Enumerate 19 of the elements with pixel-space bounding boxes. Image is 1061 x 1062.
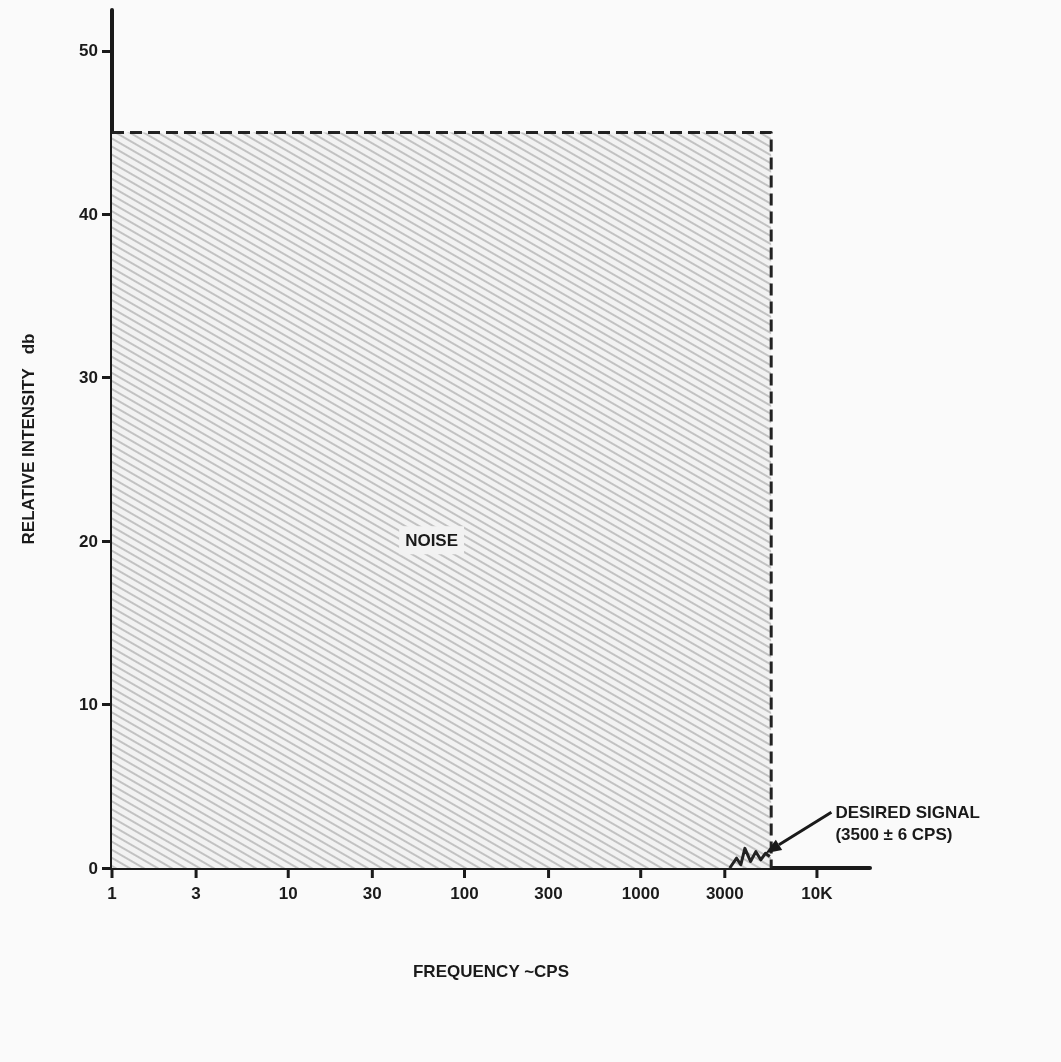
x-tick-label: 10K <box>801 883 834 903</box>
annotation: NOISE <box>405 530 459 550</box>
x-tick-label: 3000 <box>705 883 744 903</box>
y-tick-label: 50 <box>79 41 98 61</box>
x-tick-label: 30 <box>362 883 382 903</box>
y-tick-label: 30 <box>79 368 98 388</box>
y-tick-label: 0 <box>88 858 98 878</box>
x-tick-label: 300 <box>534 883 563 903</box>
annotation: DESIRED SIGNAL (3500 ± 6 CPS) <box>835 802 980 844</box>
x-tick-label: 3 <box>191 883 201 903</box>
y-tick-label: 10 <box>79 695 98 715</box>
x-axis-title: FREQUENCY ~CPS <box>412 962 570 981</box>
x-tick-label: 1 <box>107 883 117 903</box>
y-axis-title: RELATIVE INTENSITY db <box>19 333 38 545</box>
x-tick-label: 100 <box>450 883 479 903</box>
y-tick-label: 20 <box>79 531 98 551</box>
y-tick-label: 40 <box>79 204 98 224</box>
x-tick-label: 1000 <box>621 883 660 903</box>
x-tick-label: 10 <box>278 883 298 903</box>
